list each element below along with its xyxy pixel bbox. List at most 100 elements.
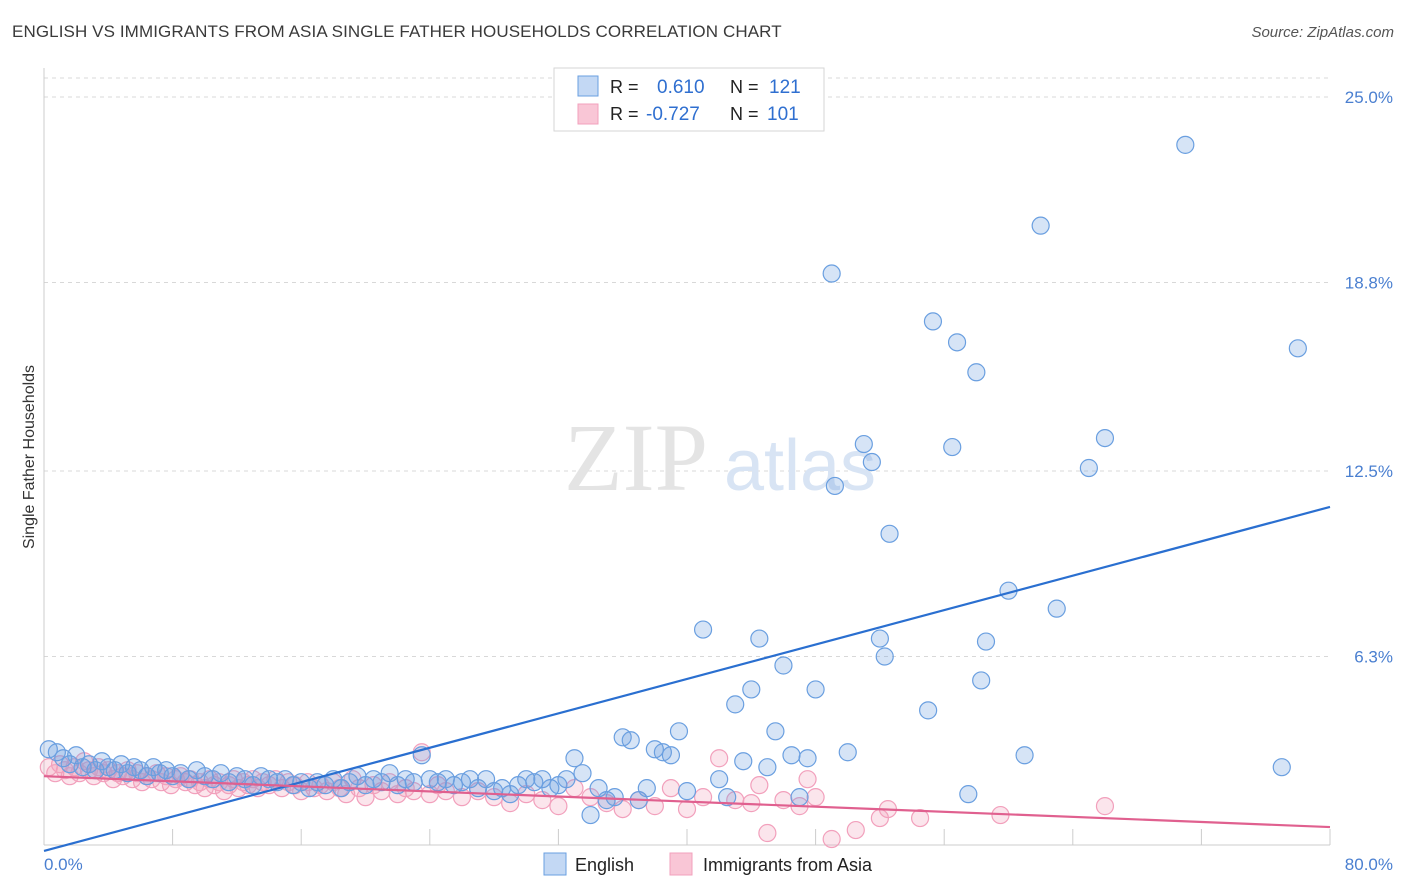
english-point-113	[976, 632, 996, 651]
stats-english-n-value: 121	[769, 77, 801, 98]
asia-point-102	[1095, 797, 1115, 816]
english-point-83	[677, 782, 697, 801]
english-point-103	[870, 629, 890, 648]
stats-asia-swatch	[577, 103, 599, 125]
english-point-74	[605, 788, 624, 807]
english-point-69	[565, 749, 584, 768]
asia-point-100	[910, 808, 930, 828]
asia-point-94	[798, 770, 817, 789]
y-tick-labels: 6.3% 12.5% 18.8% 25.0%	[1345, 88, 1393, 667]
english-point-88	[734, 752, 753, 771]
english-point-120	[1176, 135, 1195, 154]
english-point-78	[637, 779, 656, 798]
y-axis-label: Single Father Households	[21, 365, 38, 549]
english-point-110	[959, 785, 978, 804]
english-point-100	[838, 743, 857, 762]
english-point-93	[774, 656, 793, 675]
stats-english-r-label: R =	[610, 77, 639, 97]
x-tick-labels: 0.0% 80.0%	[44, 855, 1393, 874]
english-point-70	[573, 764, 592, 783]
watermark: ZIP atlas	[564, 404, 876, 511]
legend-english-swatch	[543, 852, 567, 876]
english-point-122	[1288, 339, 1307, 358]
asia-point-95	[806, 788, 825, 807]
english-point-106	[919, 701, 938, 720]
english-point-98	[822, 264, 841, 283]
asia-point-77	[549, 797, 568, 816]
axes	[43, 68, 1331, 846]
english-point-121	[1272, 758, 1291, 777]
english-point-92	[766, 722, 785, 741]
chart-title: ENGLISH VS IMMIGRANTS FROM ASIA SINGLE F…	[12, 22, 782, 41]
english-point-112	[972, 671, 991, 690]
stats-asia-n-value: 101	[767, 104, 799, 125]
english-point-85	[710, 770, 729, 789]
asia-point-91	[758, 823, 777, 843]
english-point-117	[1047, 599, 1066, 618]
y-tick-label-3: 25.0%	[1345, 88, 1393, 107]
english-point-71	[581, 805, 600, 825]
english-point-102	[862, 452, 881, 472]
english-point-91	[758, 758, 777, 777]
english-point-111	[967, 363, 986, 382]
legend-asia-swatch	[669, 852, 693, 876]
watermark-zip: ZIP	[564, 404, 708, 511]
stats-legend-frame	[553, 67, 825, 132]
english-point-95	[790, 788, 809, 807]
stats-english-n-label: N =	[730, 77, 759, 97]
asia-point-85	[677, 799, 697, 819]
stats-asia-r-label: R =	[610, 104, 639, 124]
english-trend-line	[43, 505, 1331, 853]
english-point-99	[825, 476, 844, 496]
legend-english-label: English	[575, 855, 634, 875]
chart-source: Source: ZipAtlas.com	[1251, 24, 1394, 41]
asia-point-87	[710, 749, 729, 768]
english-point-89	[742, 680, 761, 699]
trend-lines	[43, 505, 1331, 853]
asia-point-83	[645, 797, 664, 816]
series-english-points	[39, 135, 1307, 825]
stats-english-swatch	[577, 75, 599, 97]
stats-asia-n-label: N =	[730, 104, 759, 124]
english-point-68	[557, 770, 576, 789]
x-tick-label-1: 80.0%	[1345, 855, 1393, 874]
english-point-96	[798, 749, 817, 768]
english-point-81	[661, 746, 681, 765]
x-tick-label-0: 0.0%	[44, 855, 83, 874]
stats-english-r-value: 0.610	[657, 77, 705, 98]
legend-asia-label: Immigrants from Asia	[703, 855, 873, 875]
english-point-101	[854, 434, 873, 454]
english-point-109	[947, 333, 967, 352]
asia-point-84	[661, 779, 681, 798]
english-point-116	[1031, 216, 1050, 235]
stats-asia-r-value: -0.727	[646, 104, 700, 125]
stats-legend: R = 0.610 N = 121 R = -0.727 N = 101	[553, 67, 825, 132]
english-point-94	[782, 746, 801, 765]
english-point-90	[750, 629, 769, 648]
english-point-119	[1095, 428, 1115, 448]
english-point-107	[923, 312, 943, 331]
english-point-108	[943, 437, 962, 457]
english-point-115	[1015, 746, 1034, 765]
english-point-118	[1079, 458, 1098, 478]
series-legend: English Immigrants from Asia	[543, 852, 873, 876]
english-point-82	[669, 722, 689, 741]
asia-point-96	[822, 829, 841, 849]
asia-point-90	[750, 776, 769, 795]
english-point-49	[404, 773, 423, 792]
english-point-84	[693, 620, 713, 639]
english-point-86	[718, 788, 737, 807]
gridlines	[44, 77, 1330, 658]
y-tick-label-0: 6.3%	[1354, 648, 1393, 667]
y-tick-label-1: 12.5%	[1345, 462, 1393, 481]
english-point-76	[621, 731, 640, 750]
english-point-104	[875, 647, 894, 666]
english-point-97	[806, 680, 825, 699]
asia-point-97	[846, 820, 865, 840]
english-point-105	[880, 524, 899, 543]
asia-trend-line	[43, 775, 1331, 829]
watermark-atlas: atlas	[724, 426, 876, 506]
english-point-87	[726, 695, 745, 714]
y-tick-label-2: 18.8%	[1345, 274, 1393, 293]
